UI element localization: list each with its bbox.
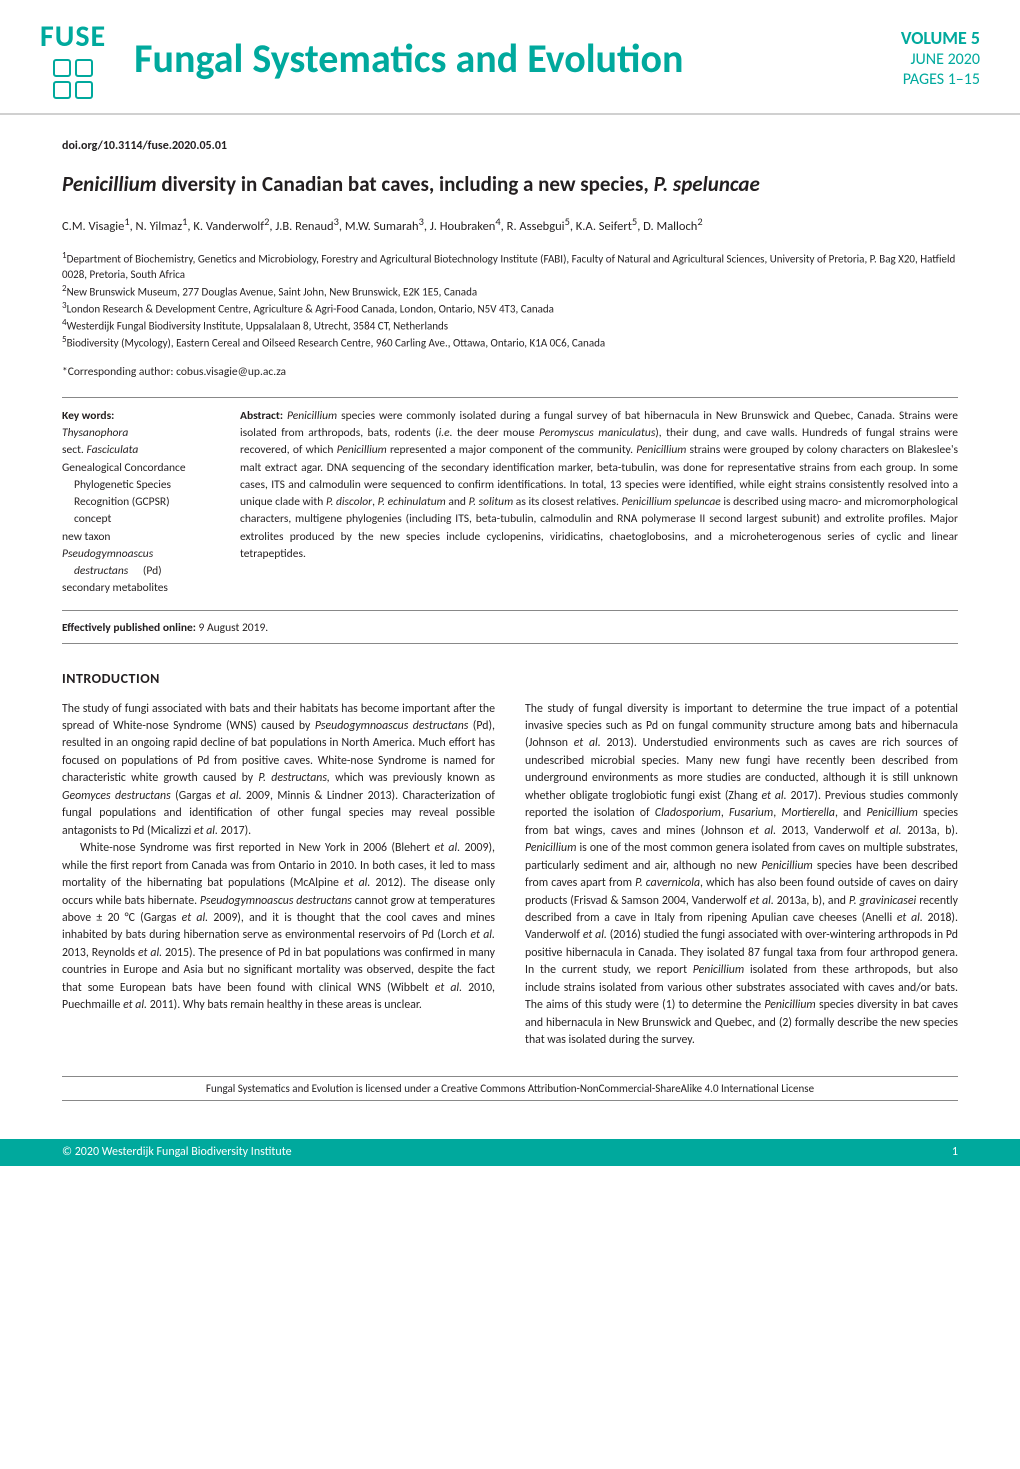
license-statement: Fungal Systematics and Evolution is lice…	[62, 1076, 958, 1101]
keyword-item: destructans (Pd)	[62, 563, 212, 580]
journal-title: Fungal Systematics and Evolution	[134, 34, 901, 83]
keyword-item: secondary metabolites	[62, 580, 212, 597]
affiliations: 1Department of Biochemistry, Genetics an…	[62, 250, 958, 351]
abstract-text: Penicillium species were commonly isolat…	[240, 409, 958, 561]
article-title: Penicillium diversity in Canadian bat ca…	[62, 171, 958, 197]
body-two-column: The study of fungi associated with bats …	[62, 701, 958, 1050]
affiliation-2: 2New Brunswick Museum, 277 Douglas Avenu…	[62, 283, 958, 300]
footer-page-number: 1	[952, 1145, 958, 1159]
affiliation-1: 1Department of Biochemistry, Genetics an…	[62, 250, 958, 282]
fuse-logo: FUSE	[40, 18, 106, 99]
issue-date: JUNE 2020	[901, 50, 980, 70]
intro-para: The study of fungi associated with bats …	[62, 701, 495, 841]
page-content: doi.org/10.3114/fuse.2020.05.01 Penicill…	[0, 115, 1020, 1139]
page-footer: © 2020 Westerdijk Fungal Biodiversity In…	[0, 1139, 1020, 1166]
title-part-italic-2: P. speluncae	[654, 171, 760, 197]
footer-copyright: © 2020 Westerdijk Fungal Biodiversity In…	[62, 1145, 292, 1159]
intro-para: White-nose Syndrome was first reported i…	[62, 840, 495, 1015]
abstract-keywords-block: Key words: Thysanophora sect. Fasciculat…	[62, 397, 958, 611]
title-part-italic-1: Penicillium	[62, 171, 157, 197]
keyword-item: Pseudogymnoascus	[62, 546, 212, 563]
abstract-head: Abstract:	[240, 409, 283, 423]
introduction-heading: INTRODUCTION	[62, 670, 958, 687]
logo-text: FUSE	[40, 18, 106, 55]
affiliation-3: 3London Research & Development Centre, A…	[62, 300, 958, 317]
affiliation-5: 5Biodiversity (Mycology), Eastern Cereal…	[62, 334, 958, 351]
keyword-item: new taxon	[62, 529, 212, 546]
volume-info: VOLUME 5 JUNE 2020 PAGES 1–15	[901, 27, 980, 90]
keyword-item: Recognition (GCPSR)	[62, 494, 212, 511]
keywords-head: Key words:	[62, 408, 212, 425]
effective-publication: Effectively published online: 9 August 2…	[62, 615, 958, 644]
keyword-item: Genealogical Concordance	[62, 460, 212, 477]
title-part-mid: diversity in Canadian bat caves, includi…	[157, 171, 654, 197]
body-column-left: The study of fungi associated with bats …	[62, 701, 495, 1050]
doi: doi.org/10.3114/fuse.2020.05.01	[62, 139, 958, 153]
keyword-item: concept	[62, 511, 212, 528]
intro-para: The study of fungal diversity is importa…	[525, 701, 958, 1050]
logo-grid-icon	[53, 59, 93, 99]
keyword-item: sect. Fasciculata	[62, 442, 212, 459]
volume-line: VOLUME 5	[901, 27, 980, 50]
keyword-item: Phylogenetic Species	[62, 477, 212, 494]
keywords-column: Key words: Thysanophora sect. Fasciculat…	[62, 408, 212, 598]
affiliation-4: 4Westerdijk Fungal Biodiversity Institut…	[62, 317, 958, 334]
page-range: PAGES 1–15	[901, 70, 980, 90]
eff-pub-label: Effectively published online:	[62, 621, 196, 635]
abstract-column: Abstract: Penicillium species were commo…	[240, 408, 958, 598]
keyword-item: Thysanophora	[62, 425, 212, 442]
eff-pub-date: 9 August 2019.	[196, 621, 268, 635]
body-column-right: The study of fungal diversity is importa…	[525, 701, 958, 1050]
corresponding-author: *Corresponding author: cobus.visagie@up.…	[62, 365, 958, 379]
author-list: C.M. Visagie1, N. Yilmaz1, K. Vanderwolf…	[62, 215, 958, 234]
journal-header: FUSE Fungal Systematics and Evolution VO…	[0, 0, 1020, 115]
